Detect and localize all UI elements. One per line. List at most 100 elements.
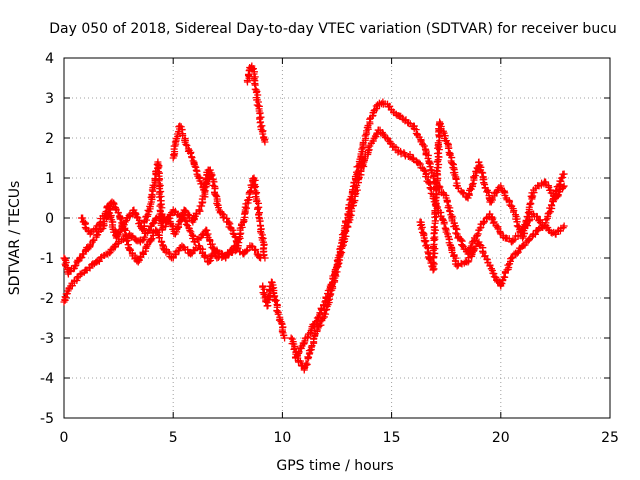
data-point [101, 251, 109, 259]
data-point [316, 309, 324, 317]
data-point [135, 237, 143, 245]
data-point [139, 226, 147, 234]
data-point [106, 249, 114, 257]
data-point [559, 183, 567, 191]
series-trace-5 [243, 62, 269, 146]
grid-lines [64, 58, 610, 418]
data-point [430, 223, 438, 231]
data-point [373, 130, 381, 138]
data-point [560, 182, 568, 190]
data-point [417, 225, 425, 233]
data-point [324, 290, 332, 298]
data-point [271, 297, 279, 305]
data-point [386, 102, 394, 110]
data-point [114, 208, 122, 216]
data-point [176, 122, 184, 130]
data-point [245, 189, 253, 197]
data-point [191, 162, 199, 170]
data-point [511, 235, 519, 243]
x-tick-label: 10 [273, 430, 291, 446]
data-point [514, 248, 522, 256]
y-tick-label: -1 [40, 251, 54, 267]
data-point [415, 159, 423, 167]
x-tick-label: 0 [60, 430, 69, 446]
data-point [529, 192, 537, 200]
series-trace-1 [60, 174, 269, 306]
data-point [426, 184, 434, 192]
data-point [95, 220, 103, 228]
data-point [195, 206, 203, 214]
data-point [419, 141, 427, 149]
data-point [78, 254, 86, 262]
data-point [127, 233, 135, 241]
y-tick-label: -3 [40, 331, 54, 347]
data-point [116, 215, 124, 223]
data-point [378, 128, 386, 136]
data-point [281, 334, 289, 342]
data-point [474, 230, 482, 238]
data-point [182, 140, 190, 148]
data-point [443, 198, 451, 206]
data-point [452, 175, 460, 183]
x-tick-label: 5 [169, 430, 178, 446]
data-point [72, 261, 80, 269]
data-point [336, 247, 344, 255]
data-point [430, 260, 438, 268]
data-point [273, 307, 281, 315]
chart-title: Day 050 of 2018, Sidereal Day-to-day VTE… [49, 21, 617, 37]
data-point [476, 224, 484, 232]
tick-labels: 0 5 10 15 20 25 -5 -4 -3 -2 -1 0 1 2 3 4 [40, 51, 619, 446]
data-point [321, 298, 329, 306]
plot-frame [63, 57, 611, 419]
y-tick-label: 2 [45, 131, 54, 147]
data-point [259, 130, 267, 138]
data-point [274, 310, 282, 318]
data-point [243, 247, 251, 255]
data-point [531, 230, 539, 238]
data-point [546, 208, 554, 216]
data-point [505, 198, 513, 206]
data-point [253, 189, 261, 197]
data-point [234, 244, 242, 252]
data-point [364, 144, 372, 152]
data-point [500, 273, 508, 281]
data-point [513, 249, 521, 257]
series-trace-4 [169, 122, 212, 194]
y-tick-label: 1 [45, 171, 54, 187]
data-point [186, 227, 194, 235]
data-point [307, 326, 315, 334]
data-point [305, 353, 313, 361]
x-tick-label: 15 [383, 430, 401, 446]
data-point [458, 241, 466, 249]
data-point [125, 212, 133, 220]
data-point [206, 236, 214, 244]
x-tick-label: 20 [492, 430, 510, 446]
data-point [296, 357, 304, 365]
data-point [157, 200, 165, 208]
data-point [272, 296, 280, 304]
series-trace-9 [416, 118, 568, 274]
data-point [526, 199, 534, 207]
series-trace-3 [77, 158, 241, 246]
data-point [464, 258, 472, 266]
y-axis-label: SDTVAR / TECUs [7, 181, 23, 296]
data-point [524, 209, 532, 217]
data-point [466, 244, 474, 252]
data-point [231, 233, 239, 241]
data-point [560, 170, 568, 178]
data-point [508, 254, 516, 262]
data-point [188, 154, 196, 162]
data-point [312, 318, 320, 326]
data-point [186, 149, 194, 157]
data-point [470, 246, 478, 254]
data-point [95, 257, 103, 265]
data-point [420, 142, 428, 150]
data-point [480, 179, 488, 187]
data-point [182, 220, 190, 228]
data-point [226, 220, 234, 228]
data-point [317, 321, 325, 329]
data-point [522, 216, 530, 224]
data-point [468, 181, 476, 189]
data-point [147, 236, 155, 244]
